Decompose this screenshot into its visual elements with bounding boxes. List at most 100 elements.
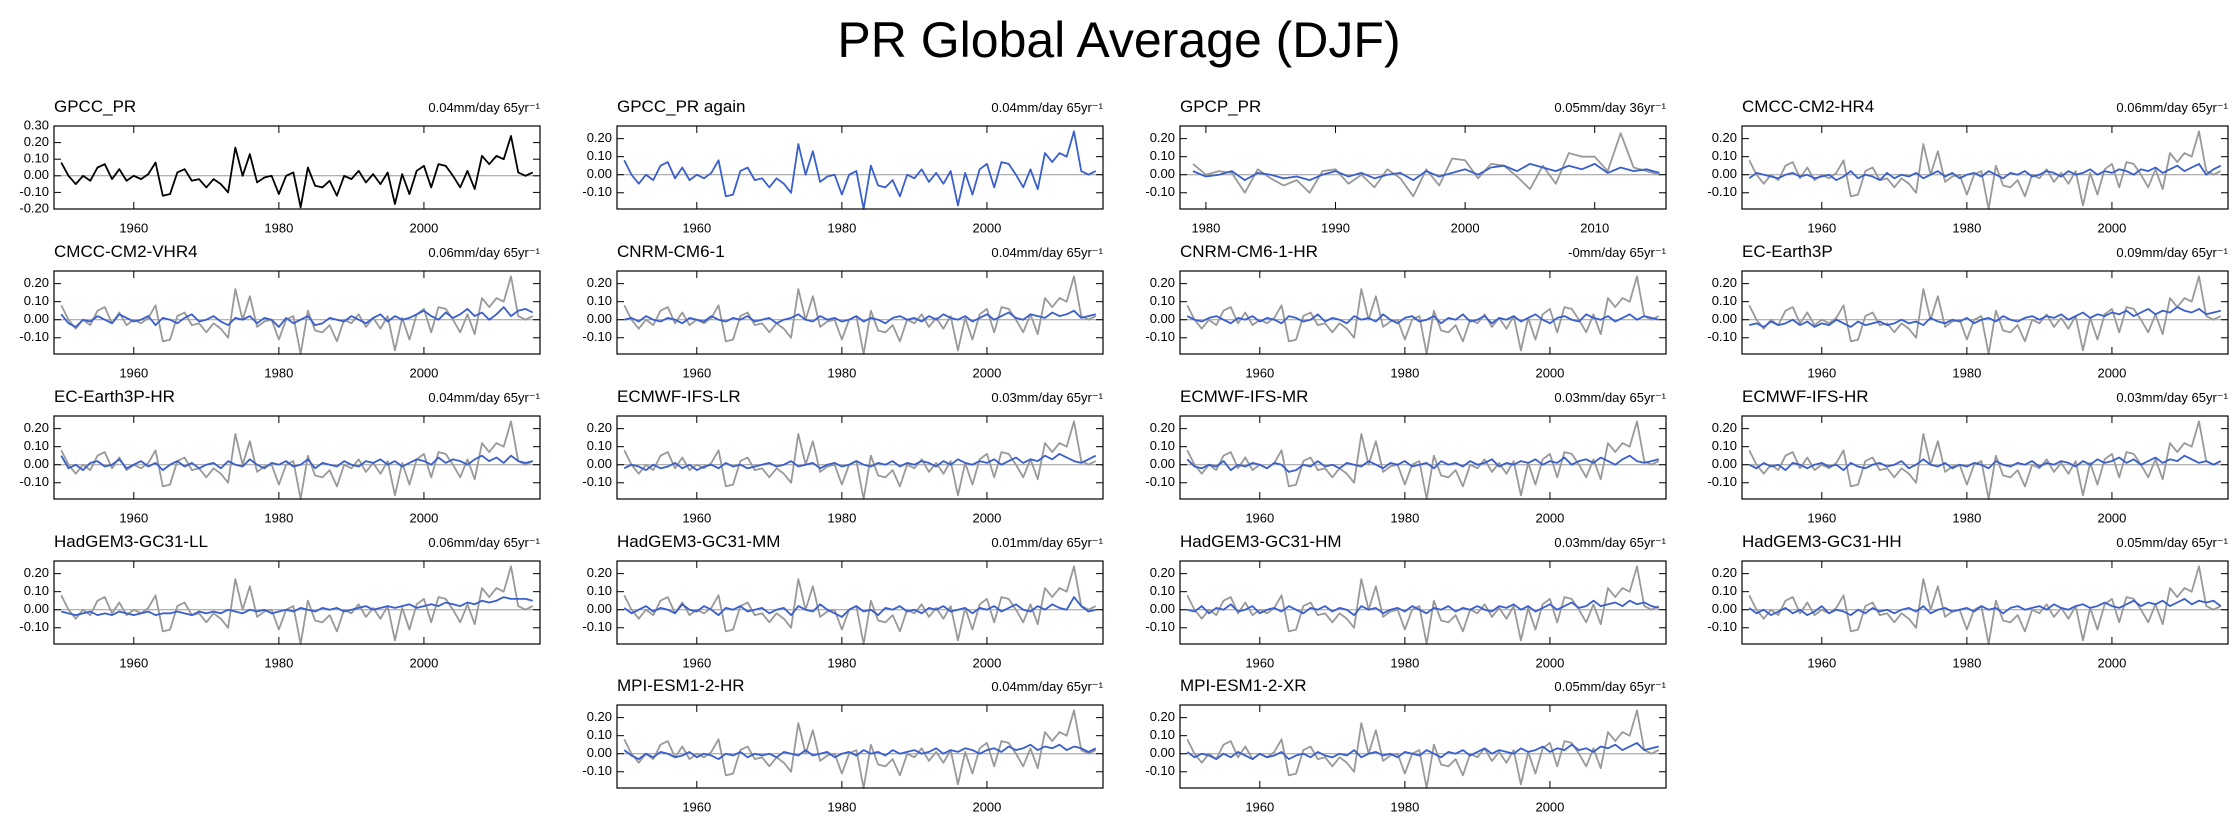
panel: HadGEM3-GC31-MM 0.01mm/day 65yr⁻¹ -0.10 0.0… bbox=[582, 532, 1103, 670]
series-line bbox=[1186, 313, 1659, 325]
y-tick-label: 0.10 bbox=[587, 293, 612, 308]
x-tick-label: 2000 bbox=[1535, 655, 1564, 670]
series-line bbox=[623, 565, 1097, 645]
series-line bbox=[623, 275, 1097, 355]
trend-label: 0.05mm/day 65yr⁻¹ bbox=[1554, 679, 1666, 694]
y-tick-label: 0.00 bbox=[587, 745, 612, 760]
panel-title: ECMWF-IFS-MR bbox=[1180, 387, 1308, 406]
trend-label: 0.06mm/day 65yr⁻¹ bbox=[428, 245, 540, 260]
y-tick-label: 0.00 bbox=[1150, 745, 1175, 760]
x-tick-label: 1960 bbox=[1245, 799, 1274, 814]
x-tick-label: 1980 bbox=[264, 655, 293, 670]
series-line bbox=[60, 135, 534, 209]
y-tick-label: 0.00 bbox=[24, 456, 49, 471]
y-tick-label: 0.20 bbox=[1150, 709, 1175, 724]
x-tick-label: 1990 bbox=[1321, 220, 1350, 235]
x-tick-label: 2000 bbox=[1451, 220, 1480, 235]
y-tick-label: -0.10 bbox=[19, 184, 49, 199]
y-tick-label: 0.00 bbox=[587, 456, 612, 471]
x-tick-label: 1960 bbox=[682, 365, 711, 380]
x-tick-label: 1980 bbox=[1390, 365, 1419, 380]
panel-title: HadGEM3-GC31-HH bbox=[1742, 532, 1902, 551]
series-line bbox=[1186, 275, 1660, 355]
series-line bbox=[1748, 130, 2222, 210]
panel-title: HadGEM3-GC31-MM bbox=[617, 532, 780, 551]
plot-frame bbox=[616, 125, 1104, 210]
plot-frame bbox=[1741, 560, 2229, 645]
panel-title: CMCC-CM2-VHR4 bbox=[54, 242, 198, 261]
panel-title: CNRM-CM6-1 bbox=[617, 242, 725, 261]
panel-title: GPCP_PR bbox=[1180, 97, 1261, 116]
y-tick-label: 0.10 bbox=[24, 438, 49, 453]
plot-frame bbox=[1179, 560, 1667, 645]
y-tick-label: -0.10 bbox=[1707, 474, 1737, 489]
panel: HadGEM3-GC31-HM 0.03mm/day 65yr⁻¹ -0.10 0.0… bbox=[1145, 532, 1666, 670]
y-tick-label: 0.10 bbox=[1712, 438, 1737, 453]
trend-label: 0.06mm/day 65yr⁻¹ bbox=[2116, 100, 2228, 115]
panel: EC-Earth3P 0.09mm/day 65yr⁻¹ -0.10 0.00 0.10… bbox=[1707, 242, 2228, 380]
figure-title: PR Global Average (DJF) bbox=[837, 12, 1400, 68]
series-line bbox=[1192, 162, 1660, 182]
y-tick-label: -0.10 bbox=[1145, 184, 1175, 199]
x-tick-label: 2000 bbox=[409, 510, 438, 525]
panel-title: ECMWF-IFS-HR bbox=[1742, 387, 1869, 406]
series-line bbox=[1186, 565, 1660, 645]
y-tick-label: 0.00 bbox=[587, 166, 612, 181]
plot-frame bbox=[1741, 125, 2229, 210]
series-line bbox=[60, 306, 534, 328]
series-line bbox=[60, 454, 533, 472]
x-tick-label: 2000 bbox=[1535, 365, 1564, 380]
series-line bbox=[1748, 565, 2222, 645]
plot-frame bbox=[1741, 415, 2229, 500]
trend-label: -0mm/day 65yr⁻¹ bbox=[1568, 245, 1667, 260]
series-line bbox=[623, 709, 1097, 789]
series-line bbox=[1186, 741, 1659, 761]
plot-frame bbox=[1179, 415, 1667, 500]
x-tick-label: 1960 bbox=[1245, 510, 1274, 525]
y-tick-label: 0.20 bbox=[587, 709, 612, 724]
trend-label: 0.04mm/day 65yr⁻¹ bbox=[428, 390, 540, 405]
y-tick-label: 0.20 bbox=[1150, 565, 1175, 580]
panel: GPCP_PR 0.05mm/day 36yr⁻¹ -0.10 0.00 0.10 0.2… bbox=[1145, 97, 1666, 235]
x-tick-label: 1980 bbox=[264, 220, 293, 235]
y-tick-label: -0.10 bbox=[19, 474, 49, 489]
x-tick-label: 1980 bbox=[1952, 510, 1981, 525]
x-tick-label: 1980 bbox=[264, 510, 293, 525]
x-tick-label: 2000 bbox=[2097, 510, 2126, 525]
series-line bbox=[1748, 162, 2222, 182]
y-tick-label: 0.10 bbox=[1712, 293, 1737, 308]
series-line bbox=[624, 309, 1096, 325]
y-tick-label: 0.00 bbox=[1150, 601, 1175, 616]
y-tick-label: -0.10 bbox=[1707, 329, 1737, 344]
trend-label: 0.04mm/day 65yr⁻¹ bbox=[991, 679, 1103, 694]
y-tick-label: 0.10 bbox=[587, 583, 612, 598]
x-tick-label: 1980 bbox=[827, 220, 856, 235]
y-tick-label: -0.10 bbox=[582, 474, 612, 489]
plot-frame bbox=[616, 270, 1104, 355]
x-tick-label: 1980 bbox=[1390, 655, 1419, 670]
x-tick-label: 2000 bbox=[972, 510, 1001, 525]
panel-title: HadGEM3-GC31-LL bbox=[54, 532, 208, 551]
y-tick-label: 0.00 bbox=[1150, 311, 1175, 326]
panel-title: CNRM-CM6-1-HR bbox=[1180, 242, 1318, 261]
x-tick-label: 1960 bbox=[1807, 365, 1836, 380]
y-tick-label: 0.00 bbox=[1712, 456, 1737, 471]
x-tick-label: 2010 bbox=[1580, 220, 1609, 235]
y-tick-label: 0.20 bbox=[587, 565, 612, 580]
panel: CMCC-CM2-VHR4 0.06mm/day 65yr⁻¹ -0.10 0.00 0… bbox=[19, 242, 540, 380]
x-tick-label: 2000 bbox=[972, 799, 1001, 814]
series-line bbox=[1748, 597, 2222, 617]
panel: EC-Earth3P-HR 0.04mm/day 65yr⁻¹ -0.10 0.00 0… bbox=[19, 387, 540, 525]
y-tick-label: 0.00 bbox=[1150, 456, 1175, 471]
x-tick-label: 1960 bbox=[119, 365, 148, 380]
series-line bbox=[60, 275, 534, 355]
y-tick-label: 0.10 bbox=[1150, 438, 1175, 453]
x-tick-label: 2000 bbox=[409, 655, 438, 670]
series-line bbox=[1748, 275, 2222, 355]
panel-title: CMCC-CM2-HR4 bbox=[1742, 97, 1874, 116]
panel: HadGEM3-GC31-HH 0.05mm/day 65yr⁻¹ -0.10 0.0… bbox=[1707, 532, 2228, 670]
y-tick-label: 0.10 bbox=[587, 727, 612, 742]
series-line bbox=[60, 420, 534, 500]
panel: GPCC_PR 0.04mm/day 65yr⁻¹-0.20-0.100.000.… bbox=[19, 97, 540, 235]
